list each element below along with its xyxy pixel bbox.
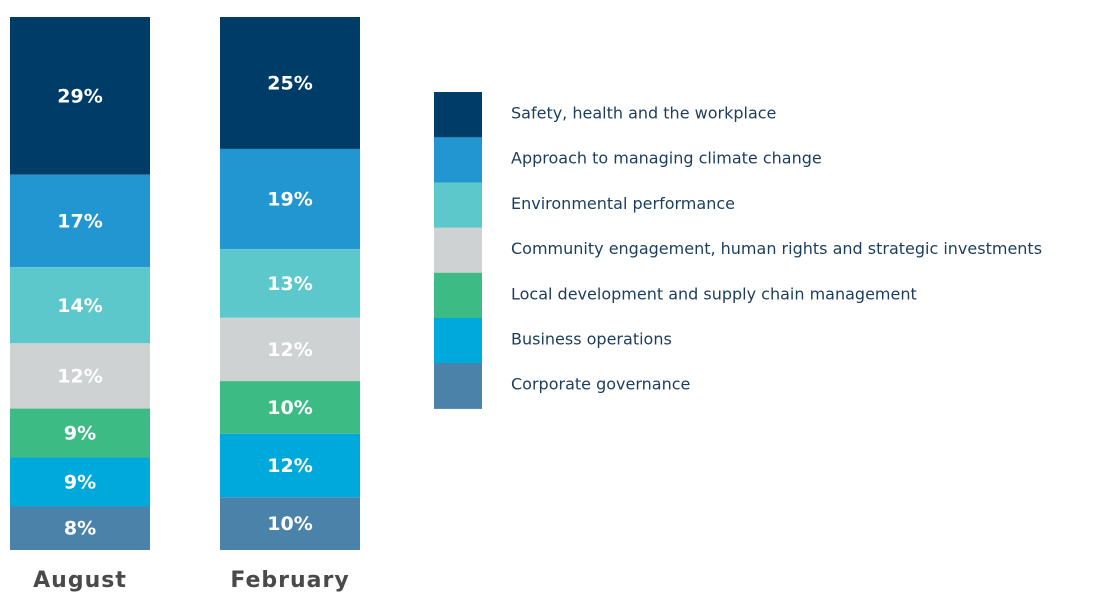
data-label: 14% — [57, 295, 102, 317]
x-tick-label: August — [33, 568, 127, 593]
bar-segment — [220, 433, 360, 498]
data-label: 29% — [57, 85, 102, 107]
data-label: 12% — [57, 365, 102, 387]
legend-label: Environmental performance — [511, 194, 735, 213]
data-label: 17% — [57, 210, 102, 232]
legend-swatch — [434, 227, 482, 274]
data-label: 10% — [267, 513, 312, 535]
x-tick-label: February — [230, 568, 349, 593]
legend-label: Approach to managing climate change — [511, 149, 822, 168]
data-label: 9% — [64, 423, 96, 445]
bar-segment — [220, 497, 360, 550]
legend-swatch — [434, 318, 482, 364]
legend-label: Safety, health and the workplace — [511, 104, 776, 123]
data-label: 12% — [267, 455, 312, 477]
legend-label: Community engagement, human rights and s… — [511, 239, 1042, 258]
legend-swatch — [434, 363, 482, 409]
legend-swatch — [434, 182, 482, 229]
data-label: 13% — [267, 273, 312, 295]
bar-segment — [220, 317, 360, 382]
legend-label: Business operations — [511, 330, 672, 349]
data-label: 8% — [64, 518, 96, 540]
legend-label: Corporate governance — [511, 375, 690, 394]
data-label: 19% — [267, 189, 312, 211]
data-label: 12% — [267, 339, 312, 361]
bar-segment — [10, 457, 150, 507]
bar-segment — [10, 17, 150, 175]
bar-segment — [220, 249, 360, 318]
data-label: 9% — [64, 472, 96, 494]
bar-segment — [10, 506, 150, 550]
legend-swatch — [434, 92, 482, 138]
bar-segment — [220, 148, 360, 250]
data-label: 10% — [267, 397, 312, 419]
bar-segment — [220, 381, 360, 434]
bar-segment — [10, 343, 150, 409]
data-label: 25% — [267, 72, 312, 94]
bar-segment — [220, 17, 360, 149]
bar-segment — [10, 267, 150, 344]
legend-swatch — [434, 272, 482, 319]
bar-segment — [10, 174, 150, 268]
legend-swatch — [434, 137, 482, 183]
legend-label: Local development and supply chain manag… — [511, 284, 917, 303]
bar-segment — [10, 408, 150, 458]
